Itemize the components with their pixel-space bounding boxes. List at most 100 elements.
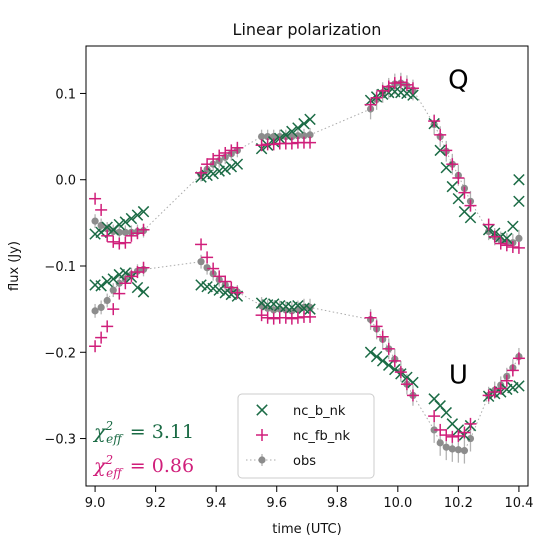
- nc-b-nk-point-stroke: [286, 125, 298, 138]
- nc-b-nk-point-stroke: [298, 302, 310, 315]
- nc-b-nk-point: [389, 363, 401, 376]
- nc-b-nk-point-stroke: [298, 117, 310, 130]
- nc-b-nk-point: [95, 280, 107, 292]
- nc-fb-nk-point: [446, 430, 459, 443]
- nc-b-nk-point: [137, 205, 150, 218]
- obs-point: [103, 296, 111, 305]
- nc-fb-nk-point: [434, 423, 447, 436]
- nc-fb-nk-point: [285, 137, 298, 150]
- nc-fb-nk-point: [201, 158, 214, 171]
- nc-b-nk-point: [370, 350, 383, 363]
- chart-title: Linear polarization: [233, 20, 382, 39]
- nc-b-nk-point: [434, 144, 446, 157]
- nc-b-nk-point-stroke: [137, 286, 150, 298]
- obs-point: [91, 307, 99, 315]
- nc-fb-nk-point: [95, 331, 108, 344]
- nc-fb-nk-point: [382, 80, 395, 93]
- nc-b-nk-point-stroke: [428, 393, 440, 405]
- chi-subscript: eff: [106, 432, 124, 446]
- chi2-annotation: χ2 eff = 3.11: [92, 419, 194, 446]
- nc-fb-nk-point: [440, 429, 453, 442]
- nc-b-nk-point-stroke: [401, 371, 413, 384]
- nc-b-nk-point-stroke: [119, 216, 132, 228]
- chi-subscript: eff: [106, 466, 124, 480]
- panel-label-q: Q: [448, 66, 468, 96]
- nc-fb-nk-point: [291, 311, 304, 324]
- nc-b-nk-point-stroke: [513, 173, 525, 186]
- nc-fb-nk-point: [488, 385, 501, 398]
- nc-fb-nk-point: [119, 236, 132, 249]
- nc-b-nk-point-stroke: [219, 163, 231, 176]
- nc-b-nk-point: [292, 122, 304, 134]
- nc-b-nk-point-stroke: [107, 273, 119, 285]
- nc-b-nk-point-stroke: [195, 279, 207, 291]
- obs-point: [257, 132, 266, 141]
- nc-b-nk-point: [464, 211, 477, 224]
- nc-fb-nk-point: [458, 186, 471, 199]
- chi-value: = 3.11: [124, 421, 194, 443]
- chi-symbol: χ: [92, 421, 107, 443]
- nc-b-nk-point-stroke: [231, 158, 244, 170]
- nc-b-nk-point-stroke: [207, 167, 219, 180]
- nc-b-nk-point: [137, 286, 150, 298]
- legend-marker-plus: [256, 429, 268, 441]
- nc-b-nk-point-stroke: [101, 221, 113, 233]
- nc-b-nk-point: [101, 275, 113, 288]
- nc-b-nk-point: [207, 167, 219, 180]
- nc-b-nk-point: [231, 158, 244, 170]
- nc-fb-nk-point: [119, 277, 132, 290]
- nc-fb-nk-point: [388, 354, 401, 367]
- nc-b-nk-point-stroke: [255, 297, 268, 309]
- nc-b-nk-point-stroke: [407, 89, 419, 101]
- nc-b-nk-point-stroke: [101, 275, 113, 288]
- nc-b-nk-point-stroke: [292, 299, 304, 312]
- nc-b-nk-point-stroke: [292, 122, 304, 134]
- nc-fb-nk-point: [370, 320, 383, 333]
- nc-fb-nk-point: [125, 229, 138, 242]
- nc-fb-nk-point: [452, 429, 465, 442]
- nc-b-nk-point-stroke: [513, 195, 525, 208]
- nc-fb-nk-point: [482, 389, 495, 402]
- nc-b-nk-point: [225, 161, 238, 173]
- nc-b-nk-point: [513, 173, 525, 186]
- nc-fb-nk-point: [512, 352, 525, 365]
- nc-b-nk-point-stroke: [407, 376, 419, 389]
- nc-b-nk-point-stroke: [513, 380, 525, 392]
- nc-fb-nk-point: [225, 281, 238, 294]
- nc-b-nk-point: [304, 113, 316, 126]
- obs-point: [121, 228, 129, 236]
- nc-fb-nk-point: [89, 192, 102, 205]
- nc-b-nk-point-stroke: [364, 346, 377, 359]
- chi-symbol: χ: [92, 455, 107, 477]
- nc-b-nk-point-stroke: [225, 161, 238, 173]
- nc-fb-nk-point: [370, 91, 383, 104]
- nc-fb-nk-point: [400, 78, 413, 91]
- nc-fb-nk-point: [137, 223, 150, 236]
- nc-b-nk-point: [376, 355, 389, 367]
- nc-b-nk-point: [292, 299, 304, 312]
- nc-b-nk-point-stroke: [89, 279, 101, 291]
- nc-b-nk-point: [101, 221, 113, 233]
- y-tick-label: 0.1: [55, 87, 76, 102]
- nc-b-nk-point: [286, 125, 298, 138]
- obs-point: [306, 131, 314, 139]
- nc-fb-nk-point: [131, 227, 144, 240]
- legend-label: obs: [293, 454, 316, 469]
- obs-point: [197, 258, 205, 266]
- nc-fb-nk-point: [406, 389, 419, 402]
- nc-fb-nk-point: [458, 426, 471, 439]
- nc-b-nk-point-stroke: [495, 230, 507, 243]
- nc-b-nk-point-stroke: [137, 205, 150, 218]
- nc-b-nk-point-stroke: [458, 205, 471, 218]
- nc-b-nk-point: [452, 192, 465, 205]
- x-tick-label: 10.4: [504, 496, 533, 511]
- nc-fb-nk-point: [364, 98, 377, 111]
- nc-b-nk-point: [513, 380, 525, 392]
- nc-fb-nk-point: [261, 311, 274, 324]
- legend-box: [237, 393, 375, 479]
- nc-fb-nk-point: [113, 237, 126, 250]
- legend-marker-x: [256, 404, 268, 416]
- nc-fb-nk-point: [125, 270, 138, 283]
